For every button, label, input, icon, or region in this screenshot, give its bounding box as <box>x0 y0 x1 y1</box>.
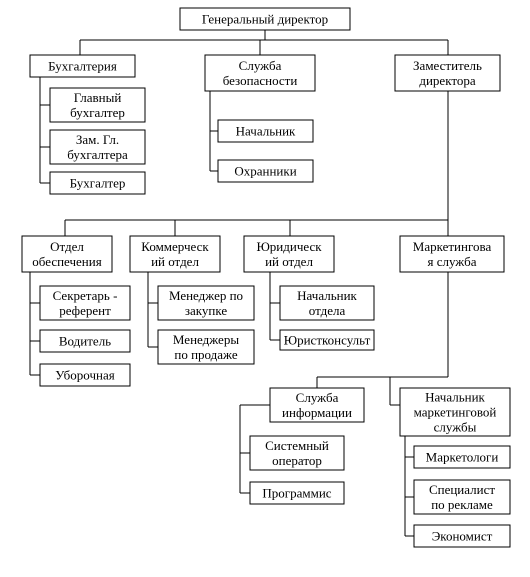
node-label: Заместительдиректора <box>413 58 482 88</box>
connector <box>270 272 280 340</box>
connector <box>30 272 40 375</box>
node-accounting: Бухгалтерия <box>30 55 135 77</box>
node-label: Бухгалтер <box>70 176 126 191</box>
node-label: Маркетологи <box>426 450 499 465</box>
node-commerce: Коммерческий отдел <box>130 236 220 272</box>
node-label: Начальник <box>236 124 296 139</box>
node-label: Главныйбухгалтер <box>70 90 125 120</box>
connector <box>40 77 50 183</box>
node-mgr_purch: Менеджер позакупке <box>158 286 254 320</box>
node-cleaning: Уборочная <box>40 364 130 386</box>
node-label: Генеральный директор <box>202 12 328 27</box>
node-dep_chief_acct: Зам. Гл.бухгалтера <box>50 130 145 164</box>
node-label: Экономист <box>432 529 493 544</box>
node-label: Секретарь -референт <box>53 288 118 318</box>
org-chart: Генеральный директор Бухгалтерия Службабез… <box>0 0 530 577</box>
node-label: Охранники <box>234 164 296 179</box>
node-info_service: Службаинформации <box>270 388 364 422</box>
node-label: Бухгалтерия <box>48 59 117 74</box>
node-supply: Отделобеспечения <box>22 236 112 272</box>
node-chief_acct: Главныйбухгалтер <box>50 88 145 122</box>
node-legal_head: Начальникотдела <box>280 286 374 320</box>
node-ad_spec: Специалистпо рекламе <box>414 480 510 514</box>
node-label: Зам. Гл.бухгалтера <box>67 132 128 162</box>
node-security: Службабезопасности <box>205 55 315 91</box>
node-label: Специалистпо рекламе <box>429 482 495 512</box>
node-marketing: Маркетинговая служба <box>400 236 504 272</box>
node-legal: Юридический отдел <box>244 236 334 272</box>
node-label: Водитель <box>59 334 111 349</box>
node-label: Юридический отдел <box>256 239 322 269</box>
node-label: Менеджерыпо продаже <box>173 332 239 362</box>
node-label: Уборочная <box>55 368 114 383</box>
node-accountant: Бухгалтер <box>50 172 145 194</box>
node-economist: Экономист <box>414 525 510 547</box>
node-sec_head: Начальник <box>218 120 313 142</box>
node-secretary: Секретарь -референт <box>40 286 130 320</box>
node-label: Системныйоператор <box>265 438 329 468</box>
node-mkt_head: Начальникмаркетинговойслужбы <box>400 388 510 436</box>
node-gen_dir: Генеральный директор <box>180 8 350 30</box>
node-driver: Водитель <box>40 330 130 352</box>
connector <box>148 272 158 347</box>
connector <box>210 91 218 171</box>
node-programmer: Программис <box>250 482 344 504</box>
node-jurist: Юристконсульт <box>280 330 374 350</box>
node-sys_op: Системныйоператор <box>250 436 344 470</box>
node-label: Программис <box>262 486 331 501</box>
node-label: Юристконсульт <box>284 333 371 348</box>
node-guards: Охранники <box>218 160 313 182</box>
node-marketers: Маркетологи <box>414 446 510 468</box>
connector <box>405 436 414 536</box>
node-deputy: Заместительдиректора <box>395 55 500 91</box>
node-mgr_sales: Менеджерыпо продаже <box>158 330 254 364</box>
